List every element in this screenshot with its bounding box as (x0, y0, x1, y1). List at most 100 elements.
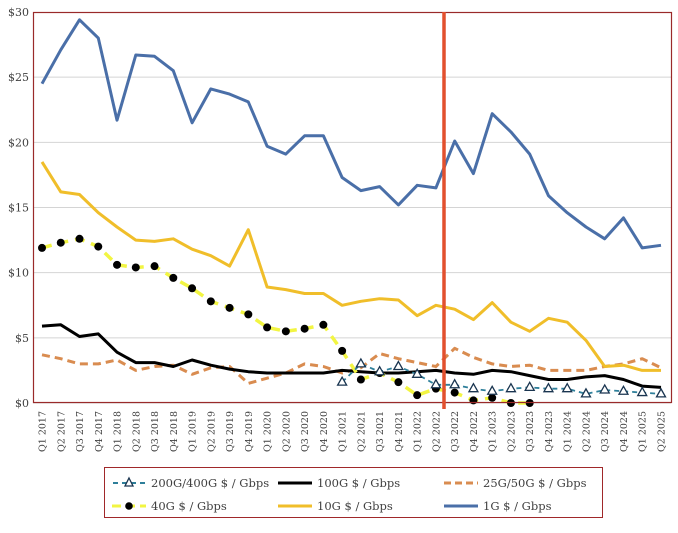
solid-line-marker-icon (444, 504, 478, 508)
x-tick-label: Q1 2023 (488, 411, 499, 452)
legend: 200G/400G $ / Gbps 100G $ / Gbps 25G/50G… (104, 467, 603, 518)
x-tick-label: Q2 2018 (131, 411, 142, 452)
x-tick-label: Q3 2024 (600, 411, 611, 452)
data-point (56, 238, 65, 247)
data-point (263, 323, 272, 332)
data-point (655, 387, 667, 398)
data-point (150, 262, 159, 271)
x-tick-label: Q3 2019 (225, 411, 236, 452)
data-point (355, 357, 367, 368)
x-tick-label: Q4 2022 (469, 411, 480, 452)
x-axis-ticks: Q1 2017 Q2 2017 Q3 2017 Q4 2017 Q1 2018 Q2 20… (38, 411, 668, 452)
data-point (561, 382, 573, 393)
legend-label: 100G $ / Gbps (317, 476, 401, 490)
data-point (617, 384, 630, 395)
x-tick-label: Q3 2017 (75, 411, 86, 452)
x-tick-label: Q1 2019 (188, 411, 199, 452)
data-point (206, 297, 215, 306)
data-point (300, 324, 309, 333)
data-point (336, 375, 348, 386)
data-point (430, 378, 442, 389)
x-tick-label: Q4 2017 (94, 411, 105, 452)
y-tick-label: $20 (8, 136, 29, 149)
x-tick-label: Q2 2020 (281, 411, 292, 452)
x-tick-label: Q1 2021 (338, 411, 349, 452)
data-point (169, 273, 178, 282)
data-point (338, 346, 347, 355)
y-tick-label: $5 (15, 332, 29, 345)
data-point (636, 386, 648, 397)
data-point (356, 375, 365, 384)
data-point (319, 320, 328, 329)
x-tick-label: Q4 2023 (544, 411, 555, 452)
data-point (113, 260, 122, 269)
plot-frame (32, 11, 673, 404)
data-point (392, 360, 405, 371)
series-200g-400g (336, 357, 667, 398)
legend-item-100g: 100G $ / Gbps (277, 473, 400, 493)
y-tick-label: $25 (8, 71, 29, 84)
dashed-dot-marker-icon (112, 502, 146, 510)
data-point (505, 382, 517, 393)
x-tick-label: Q2 2017 (56, 411, 67, 452)
data-point (413, 391, 422, 400)
data-point (394, 378, 403, 387)
x-tick-label: Q2 2024 (581, 411, 592, 452)
x-tick-label: Q3 2022 (450, 411, 461, 452)
series-40g (38, 234, 534, 407)
y-axis-ticks: $0 $5 $10 $15 $20 $25 $30 (8, 6, 29, 410)
data-point (524, 381, 536, 392)
legend-label: 40G $ / Gbps (151, 499, 227, 513)
legend-item-1g: 1G $ / Gbps (443, 496, 551, 516)
x-tick-label: Q3 2021 (375, 411, 386, 452)
x-tick-label: Q4 2019 (244, 411, 255, 452)
data-point (580, 387, 592, 398)
data-point (244, 310, 253, 319)
x-tick-label: Q1 2018 (113, 411, 124, 452)
y-tick-label: $0 (15, 397, 29, 410)
data-point (542, 382, 555, 393)
data-point (450, 388, 459, 397)
data-point (225, 303, 234, 312)
x-tick-label: Q1 2017 (38, 411, 49, 452)
x-tick-label: Q1 2024 (563, 411, 574, 452)
dashed-line-marker-icon (444, 481, 478, 485)
solid-line-marker-icon (278, 481, 312, 485)
x-tick-label: Q2 2025 (657, 411, 668, 452)
series-1g (40, 18, 662, 250)
x-tick-label: Q4 2021 (394, 411, 405, 452)
x-tick-label: Q1 2025 (638, 411, 649, 452)
x-tick-label: Q1 2022 (413, 411, 424, 452)
x-tick-label: Q3 2020 (300, 411, 311, 452)
legend-item-10g: 10G $ / Gbps (277, 496, 393, 516)
legend-item-25g-50g: 25G/50G $ / Gbps (443, 473, 586, 493)
gridlines (33, 76, 671, 404)
data-point (467, 382, 480, 393)
x-tick-label: Q2 2021 (356, 411, 367, 452)
x-tick-label: Q2 2022 (431, 411, 442, 452)
legend-label: 1G $ / Gbps (483, 499, 552, 513)
data-point (188, 284, 197, 293)
data-point (374, 365, 386, 376)
series-line (40, 161, 661, 372)
x-tick-label: Q2 2023 (506, 411, 517, 452)
y-tick-label: $10 (8, 267, 29, 280)
data-point (488, 393, 497, 402)
legend-label: 10G $ / Gbps (317, 499, 393, 513)
x-tick-label: Q2 2019 (206, 411, 217, 452)
legend-item-200g-400g: 200G/400G $ / Gbps (111, 473, 269, 493)
data-point (281, 327, 290, 336)
series-100g (41, 323, 662, 389)
x-tick-label: Q4 2020 (319, 411, 330, 452)
data-point (411, 368, 423, 378)
data-point (131, 263, 140, 272)
x-tick-label: Q4 2024 (619, 411, 630, 452)
data-point (38, 243, 46, 252)
series-line (41, 237, 530, 405)
x-tick-label: Q3 2018 (150, 411, 161, 452)
series-line (41, 323, 662, 389)
series-line (40, 18, 662, 250)
dashed-triangle-marker-icon (113, 476, 145, 487)
data-point (486, 384, 498, 395)
